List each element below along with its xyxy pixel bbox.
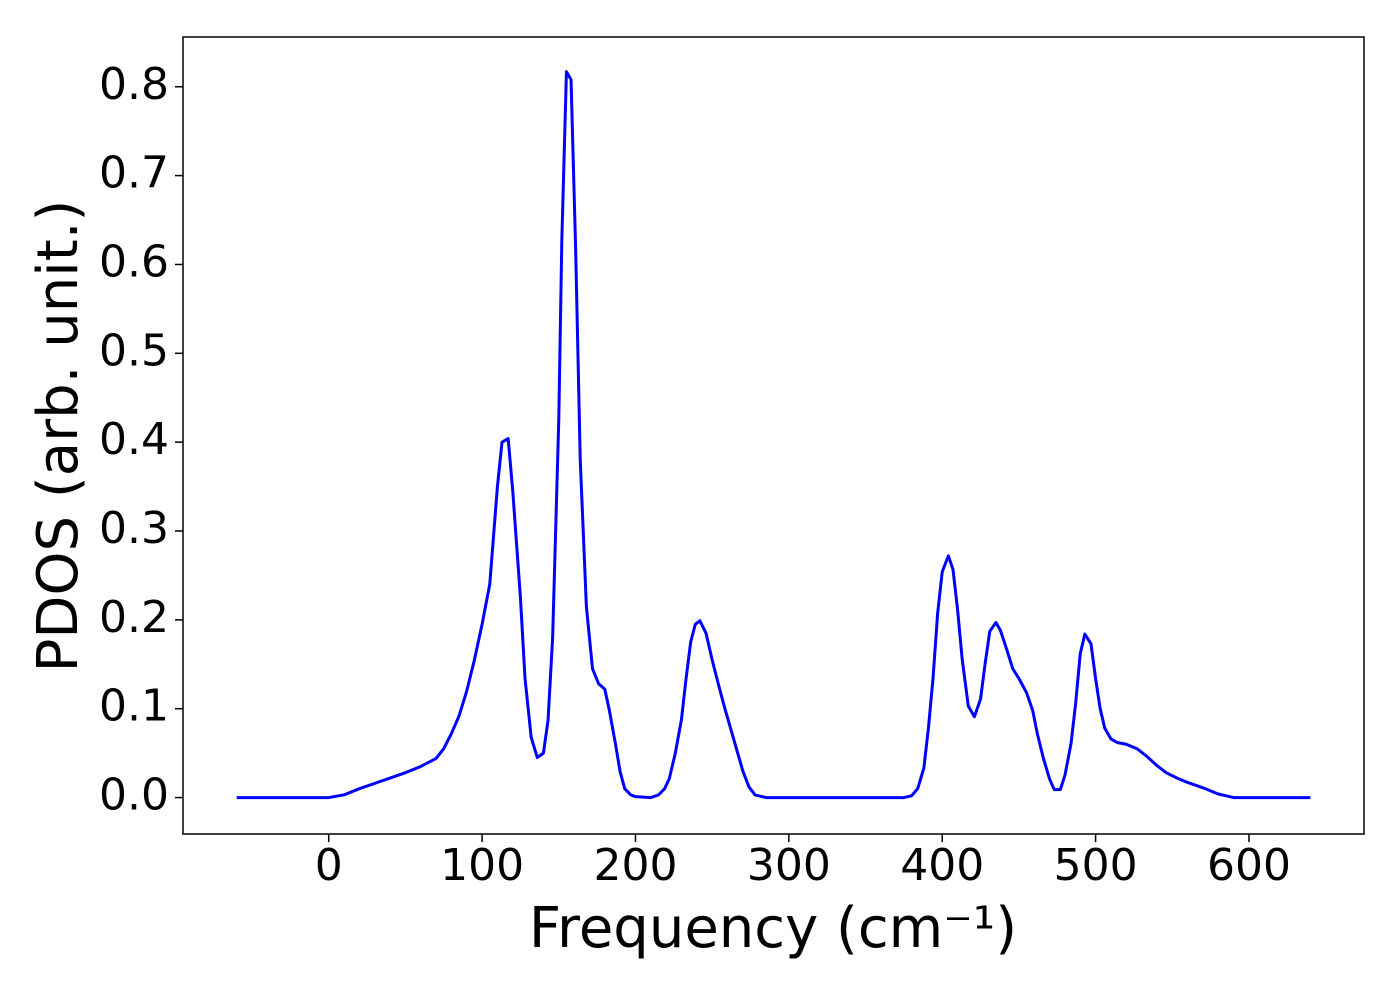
y-tick-label: 0.4 xyxy=(99,414,169,465)
y-tick-label: 0.2 xyxy=(99,592,169,643)
y-tick-label: 0.8 xyxy=(99,59,169,110)
x-tick-label: 200 xyxy=(593,840,677,891)
y-tick-label: 0.3 xyxy=(99,503,169,554)
x-axis-label: Frequency (cm⁻¹) xyxy=(529,896,1017,961)
x-tick-label: 500 xyxy=(1054,840,1138,891)
y-tick-label: 0.1 xyxy=(99,681,169,732)
data-line xyxy=(236,70,1311,800)
y-axis-label: PDOS (arb. unit.) xyxy=(26,200,91,673)
y-tick-label: 0.5 xyxy=(99,325,169,376)
plot-frame xyxy=(182,36,1365,835)
y-tick-label: 0.6 xyxy=(99,236,169,287)
x-tick-label: 0 xyxy=(315,840,343,891)
x-tick-label: 400 xyxy=(900,840,984,891)
x-tick-label: 600 xyxy=(1207,840,1291,891)
x-tick-label: 100 xyxy=(440,840,524,891)
y-tick-label: 0.0 xyxy=(99,770,169,821)
y-tick-label: 0.7 xyxy=(99,148,169,199)
x-tick-label: 300 xyxy=(747,840,831,891)
